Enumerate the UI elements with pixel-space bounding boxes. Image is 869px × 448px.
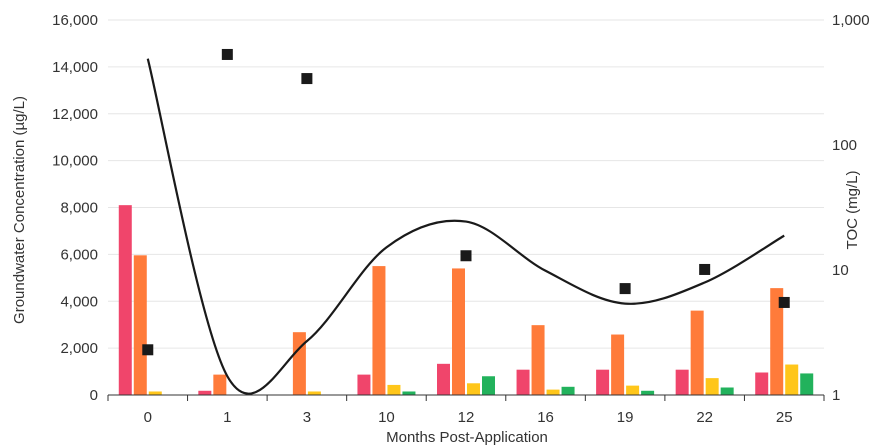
toc-point (699, 263, 711, 275)
bar (213, 374, 227, 395)
toc-point (301, 73, 313, 85)
y2-axis-title: TOC (mg/L) (844, 171, 861, 250)
bar (307, 391, 321, 395)
bar (402, 391, 416, 395)
x-tick-label: 1 (223, 409, 231, 426)
gridlines (108, 19, 824, 349)
x-tick-label: 12 (458, 409, 475, 426)
y2-tick-label: 10 (832, 262, 849, 279)
x-tick-label: 22 (696, 409, 713, 426)
bar (675, 369, 689, 395)
bar (755, 372, 769, 395)
bar (705, 378, 719, 395)
y-tick-label: 12,000 (52, 106, 98, 123)
bar (482, 376, 495, 395)
toc-point (221, 48, 233, 60)
trend-line (146, 58, 785, 395)
x-tick-label: 25 (776, 409, 793, 426)
toc-point (460, 250, 472, 262)
bar (800, 373, 814, 395)
bar (770, 288, 784, 395)
bar (118, 205, 132, 395)
bar (148, 391, 162, 395)
axes: 0 2,000 4,000 6,000 8,000 10,000 12,000 14,000 1… (52, 12, 869, 426)
bar (546, 389, 560, 395)
toc-point (142, 344, 154, 356)
y-axis-title: Groundwater Concentration (µg/L) (11, 96, 28, 324)
bar (437, 363, 450, 395)
bar (785, 364, 799, 395)
y-tick-label: 14,000 (52, 59, 98, 76)
bar-series-group (118, 205, 814, 395)
bar (626, 385, 640, 395)
toc-point (619, 283, 631, 295)
bar (357, 374, 371, 395)
x-tick-label: 3 (303, 409, 311, 426)
x-tick-label: 0 (144, 409, 152, 426)
y-tick-label: 4,000 (60, 293, 98, 310)
y2-tick-label: 100 (832, 137, 857, 154)
bar (372, 266, 386, 395)
bar (596, 369, 610, 395)
bar (720, 387, 734, 395)
bar (516, 369, 530, 395)
y-tick-label: 8,000 (60, 200, 98, 217)
x-tick-label: 10 (378, 409, 395, 426)
bar (452, 268, 465, 395)
x-tick-label: 16 (537, 409, 554, 426)
y-tick-label: 10,000 (52, 153, 98, 170)
bar (292, 332, 306, 395)
x-tick-label: 19 (617, 409, 634, 426)
bar (561, 386, 575, 395)
bar (611, 334, 625, 395)
y-tick-label: 6,000 (60, 246, 98, 263)
scatter-series-group (142, 48, 790, 356)
bar (690, 310, 704, 395)
x-axis-title: Months Post-Application (386, 429, 548, 446)
bar (531, 325, 545, 395)
bar (641, 390, 655, 395)
bar (467, 383, 480, 395)
bar (198, 390, 212, 395)
y-tick-label: 0 (90, 387, 98, 404)
y-tick-label: 16,000 (52, 12, 98, 29)
y2-tick-label: 1,000 (832, 12, 869, 29)
line-series-group (146, 58, 785, 395)
toc-point (778, 296, 790, 308)
bar (133, 255, 147, 395)
y2-tick-label: 1 (832, 387, 840, 404)
y-tick-label: 2,000 (60, 340, 98, 357)
bar (387, 384, 401, 395)
